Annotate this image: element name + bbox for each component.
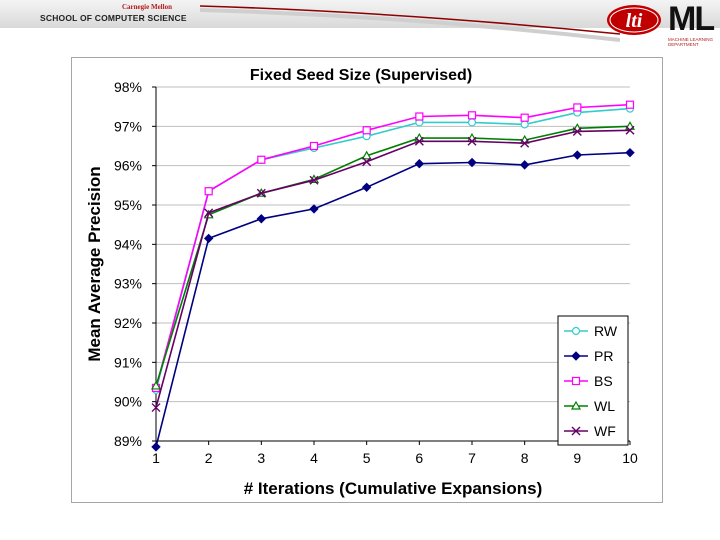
data-point-pr [467, 157, 477, 168]
data-point-wf [625, 125, 635, 135]
data-point-bs [362, 126, 371, 135]
data-point-wf [520, 138, 530, 148]
x-tick-label: 10 [622, 450, 638, 466]
y-axis-label: Mean Average Precision [85, 166, 104, 361]
y-tick-label: 93% [114, 276, 142, 292]
data-point-pr [151, 442, 161, 452]
data-point-pr [256, 214, 267, 224]
y-tick-label: 90% [114, 394, 142, 410]
ml-logo: ML [668, 0, 715, 38]
x-tick-label: 7 [468, 450, 476, 466]
x-tick-label: 4 [310, 450, 318, 466]
lti-logo-text: lti [626, 10, 643, 32]
y-tick-label: 95% [114, 197, 142, 213]
data-point-bs [257, 155, 266, 164]
legend-label-pr: PR [594, 348, 613, 364]
y-tick-label: 96% [114, 158, 142, 174]
data-point-wl [150, 380, 162, 390]
y-tick-label: 94% [114, 236, 142, 252]
data-point-pr [519, 160, 530, 170]
series-line-wf [155, 129, 631, 408]
data-point-pr [309, 204, 319, 214]
data-point-wl [361, 150, 372, 160]
x-tick-label: 3 [257, 450, 265, 466]
x-tick-label: 8 [521, 450, 529, 466]
data-point-pr [625, 147, 635, 158]
data-point-pr [414, 158, 425, 169]
y-tick-label: 97% [114, 118, 142, 134]
header-bar [0, 0, 720, 28]
data-point-wf [572, 126, 582, 136]
data-point-bs [520, 113, 529, 122]
school-label: SCHOOL OF COMPUTER SCIENCE [40, 13, 187, 23]
lti-logo: lti [607, 5, 661, 35]
series-line-bs [155, 103, 631, 389]
data-point-pr [203, 233, 214, 244]
x-tick-label: 1 [152, 450, 160, 466]
chart-title: Fixed Seed Size (Supervised) [250, 67, 472, 84]
x-tick-label: 6 [415, 450, 423, 466]
legend-label-bs: BS [594, 373, 613, 389]
legend-label-rw: RW [594, 323, 618, 339]
data-point-wf [362, 157, 372, 167]
legend-marker-pr [571, 351, 581, 361]
data-point-rw [467, 118, 477, 127]
y-tick-label: 89% [114, 433, 142, 449]
data-point-wf [309, 175, 319, 185]
data-point-bs [625, 100, 635, 109]
legend-marker-rw [571, 326, 581, 336]
y-tick-label: 91% [114, 354, 142, 370]
data-point-bs [204, 187, 213, 196]
legend-label-wl: WL [594, 398, 615, 414]
x-tick-label: 2 [205, 450, 213, 466]
data-point-pr [361, 182, 372, 193]
data-point-wf [256, 188, 266, 198]
cmu-wordmark: Carnegie Mellon [122, 3, 172, 11]
x-tick-label: 5 [363, 450, 371, 466]
x-axis-label: # Iterations (Cumulative Expansions) [244, 479, 543, 498]
legend-marker-bs [571, 376, 581, 386]
data-point-pr [572, 150, 583, 160]
x-tick-label: 9 [573, 450, 581, 466]
y-tick-label: 98% [114, 79, 142, 95]
chart-frame: Fixed Seed Size (Supervised) 89% 90% 91% 92%… [71, 57, 663, 503]
legend-marker-wf [571, 426, 581, 436]
series-line-wl [155, 125, 631, 387]
data-point-rw [520, 120, 529, 129]
data-point-bs [467, 111, 477, 120]
data-point-wf [414, 136, 424, 146]
ml-logo-subtitle: MACHINE LEARNING DEPARTMENT [668, 37, 714, 47]
legend-marker-wl [570, 400, 582, 410]
data-point-wf [151, 403, 161, 413]
data-point-bs [415, 112, 424, 121]
data-point-bs [309, 141, 319, 151]
series-line-pr [155, 151, 631, 448]
legend-label-wf: WF [594, 423, 616, 439]
data-point-wf [204, 208, 214, 218]
header-swoosh [200, 5, 620, 42]
data-point-wf [467, 136, 477, 146]
y-tick-label: 92% [114, 315, 142, 331]
data-point-bs [573, 103, 582, 112]
line-chart: Fixed Seed Size (Supervised) 89% 90% 91% 92%… [85, 67, 638, 498]
